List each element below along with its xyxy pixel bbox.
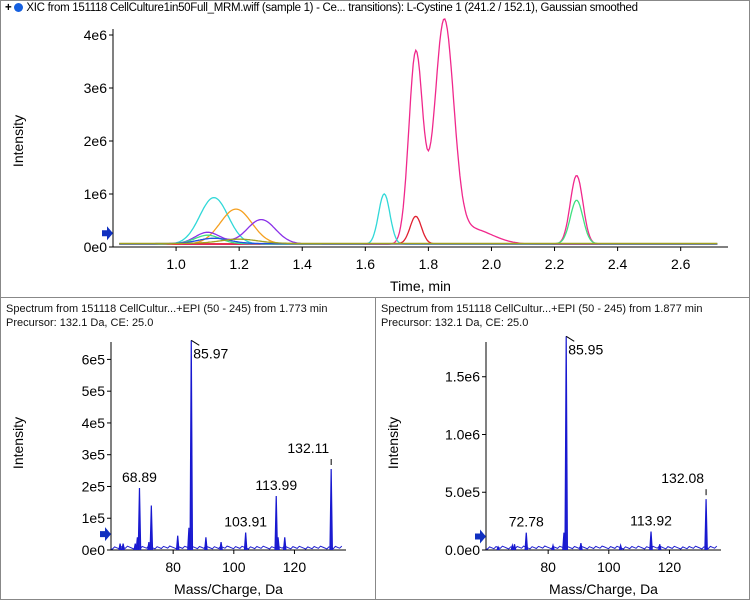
x-tick-label: 1.0	[166, 256, 186, 272]
peak-label: 72.78	[509, 514, 544, 530]
y-axis-label: Intensity	[10, 417, 26, 469]
y-tick-label: 1.5e6	[445, 369, 480, 385]
baseline-arrow-icon	[100, 527, 111, 542]
y-tick-label: 1.0e6	[445, 426, 480, 442]
spectrum-noise	[486, 545, 718, 550]
y-tick-label: 1e5	[82, 510, 106, 526]
xic-trace-purple	[119, 218, 718, 245]
y-tick-label: 3e5	[82, 447, 106, 463]
spectrum-peak	[137, 488, 142, 551]
y-tick-label: 0e0	[82, 542, 106, 558]
xic-title-text: XIC from 151118 CellCulture1in50Full_MRM…	[26, 2, 638, 14]
x-tick-label: 2.0	[482, 256, 502, 272]
spectrum-peak	[121, 543, 125, 551]
spectrum-chart-2: 0.0e0 5.0e5 1.0e6 1.5e6 80 100 120Mass/Charge,…	[385, 335, 721, 597]
spectrum-peak	[274, 495, 279, 551]
xic-trace-olive	[119, 238, 718, 245]
peak-label-leader	[190, 339, 200, 346]
peak-label: 85.97	[193, 345, 228, 361]
x-tick-label: 100	[597, 559, 621, 575]
spectrum-precursor: Precursor: 132.1 Da, CE: 25.0	[381, 317, 529, 329]
y-tick-label: 2e5	[82, 478, 106, 494]
x-tick-label: 80	[165, 559, 181, 575]
spectrum-panel-1[interactable]: Spectrum from 151118 CellCultur...+EPI (…	[0, 297, 376, 600]
spectrum-peak	[564, 336, 569, 551]
x-tick-label: 2.6	[671, 256, 691, 272]
y-axis-label: Intensity	[385, 417, 401, 469]
x-axis-label: Time, min	[390, 278, 451, 294]
spectrum-peak	[704, 499, 708, 551]
spectrum-peak	[276, 537, 280, 551]
spectrum-peak	[118, 543, 122, 551]
y-tick-label: 0e0	[84, 239, 108, 255]
xic-trace-pink	[119, 18, 718, 245]
x-tick-label: 120	[283, 559, 307, 575]
peak-label: 113.92	[630, 513, 672, 529]
peak-label: 68.89	[122, 469, 157, 485]
x-tick-label: 80	[540, 559, 556, 575]
spectrum-precursor: Precursor: 132.1 Da, CE: 25.0	[6, 317, 154, 329]
spectrum-peak	[243, 532, 248, 551]
x-tick-label: 2.2	[545, 256, 565, 272]
peak-label: 113.99	[255, 477, 297, 493]
y-tick-label: 3e6	[84, 80, 108, 96]
spectrum-peak	[204, 537, 208, 551]
xic-chart: 0e0 1e6 2e6 3e6 4e6 1.0 1.2 1.4 1.6 1.8 2.0 2.2 2.4 2…	[10, 18, 728, 294]
peak-label: 85.95	[568, 341, 603, 357]
spectrum-title: Spectrum from 151118 CellCultur...+EPI (…	[6, 303, 328, 315]
spectrum-peak	[618, 542, 623, 551]
x-axis-label: Mass/Charge, Da	[549, 581, 658, 597]
spectrum-peak	[649, 531, 653, 551]
x-tick-label: 1.8	[419, 256, 439, 272]
y-axis-label: Intensity	[10, 115, 26, 167]
y-tick-label: 5.0e5	[445, 484, 480, 500]
spectrum-peak	[175, 535, 180, 551]
spectrum-peak	[496, 545, 500, 551]
peak-label: 132.08	[661, 470, 704, 486]
spectrum-peak	[219, 541, 223, 551]
x-tick-label: 100	[222, 559, 246, 575]
x-tick-label: 120	[658, 559, 682, 575]
spectrum-peak	[329, 468, 333, 551]
x-tick-label: 2.4	[608, 256, 628, 272]
baseline-arrow-icon	[102, 226, 113, 241]
xic-panel[interactable]: + XIC from 151118 CellCulture1in50Full_MR…	[0, 0, 750, 298]
y-tick-label: 0.0e0	[445, 542, 480, 558]
y-tick-label: 2e6	[84, 133, 108, 149]
expand-plus-icon[interactable]: +	[5, 2, 12, 14]
xic-trace-green	[119, 199, 718, 245]
x-axis-label: Mass/Charge, Da	[174, 581, 283, 597]
spectrum-peak	[579, 542, 583, 551]
spectrum-peak	[282, 537, 287, 551]
y-tick-label: 1e6	[84, 186, 108, 202]
y-tick-label: 4e6	[84, 27, 108, 43]
xic-title: + XIC from 151118 CellCulture1in50Full_MR…	[5, 2, 638, 14]
spectrum-peak	[551, 542, 555, 551]
peak-label: 103.91	[224, 514, 267, 530]
x-tick-label: 1.6	[356, 256, 376, 272]
baseline-arrow-icon	[475, 529, 486, 544]
series-dot-icon	[14, 3, 24, 12]
spectrum-peak	[657, 544, 662, 551]
y-tick-label: 4e5	[82, 415, 106, 431]
spectrum-chart-1: 0e0 1e5 2e5 3e5 4e5 5e5 6e5 80 100 120Mass/Charge…	[10, 339, 346, 597]
y-tick-label: 5e5	[82, 383, 106, 399]
spectrum-peak	[149, 505, 154, 551]
x-tick-label: 1.2	[229, 256, 249, 272]
spectrum-noise	[111, 545, 343, 550]
spectrum-peak	[512, 544, 517, 551]
x-tick-label: 1.4	[292, 256, 312, 272]
y-tick-label: 6e5	[82, 351, 106, 367]
peak-label-leader	[565, 335, 575, 342]
peak-label: 132.11	[287, 440, 329, 456]
xic-trace-red	[119, 215, 718, 245]
spectrum-peak	[524, 532, 529, 551]
spectrum-title: Spectrum from 151118 CellCultur...+EPI (…	[381, 303, 703, 315]
spectrum-peak	[189, 340, 194, 551]
spectrum-panel-2[interactable]: Spectrum from 151118 CellCultur...+EPI (…	[375, 297, 750, 600]
